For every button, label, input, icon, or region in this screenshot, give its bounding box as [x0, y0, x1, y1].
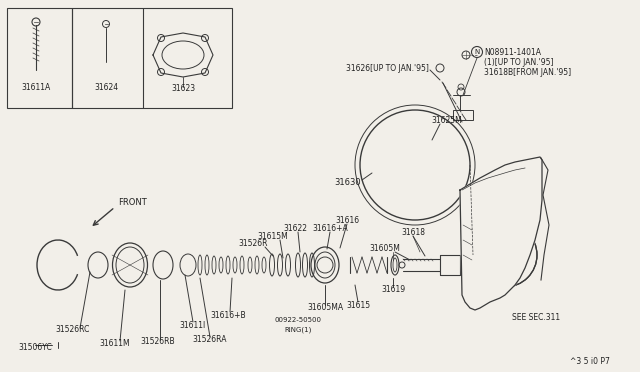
Text: 31605MA: 31605MA — [307, 304, 343, 312]
Text: FRONT: FRONT — [118, 198, 147, 206]
Text: 31616+A: 31616+A — [312, 224, 348, 232]
Text: 31526RC: 31526RC — [56, 326, 90, 334]
Text: (1)[UP TO JAN.'95]: (1)[UP TO JAN.'95] — [484, 58, 554, 67]
Text: 31526RB: 31526RB — [141, 337, 175, 346]
Text: 31611M: 31611M — [100, 339, 131, 347]
Bar — [453, 110, 473, 120]
Text: 31623: 31623 — [171, 83, 195, 93]
Text: 31618: 31618 — [401, 228, 425, 237]
Text: 31622: 31622 — [283, 224, 307, 232]
Text: ^3 5 i0 P7: ^3 5 i0 P7 — [570, 357, 610, 366]
Text: 31618B[FROM JAN.'95]: 31618B[FROM JAN.'95] — [484, 67, 571, 77]
Circle shape — [473, 223, 537, 287]
Bar — [7, 8, 232, 108]
Text: 31616: 31616 — [335, 215, 359, 224]
Text: 31625M: 31625M — [431, 115, 462, 125]
Text: 31630: 31630 — [335, 177, 362, 186]
Text: 31615: 31615 — [346, 301, 370, 310]
Text: 31611A: 31611A — [21, 83, 51, 92]
Text: RING(1): RING(1) — [284, 327, 312, 333]
Text: 31626[UP TO JAN.'95]: 31626[UP TO JAN.'95] — [346, 64, 428, 73]
Text: 31526R: 31526R — [238, 238, 268, 247]
Text: 31605M: 31605M — [369, 244, 401, 253]
Text: N: N — [474, 49, 479, 55]
Text: 31619: 31619 — [381, 285, 405, 295]
Text: 31616+B: 31616+B — [210, 311, 246, 320]
Text: 00922-50500: 00922-50500 — [275, 317, 321, 323]
Text: 31615M: 31615M — [258, 231, 289, 241]
Text: 31624: 31624 — [94, 83, 118, 92]
Text: 31526RA: 31526RA — [193, 336, 227, 344]
Text: SEE SEC.311: SEE SEC.311 — [512, 314, 560, 323]
Text: 31611I: 31611I — [180, 321, 206, 330]
Text: 31506YC: 31506YC — [18, 343, 52, 353]
Text: N08911-1401A: N08911-1401A — [484, 48, 541, 57]
Polygon shape — [460, 157, 542, 310]
